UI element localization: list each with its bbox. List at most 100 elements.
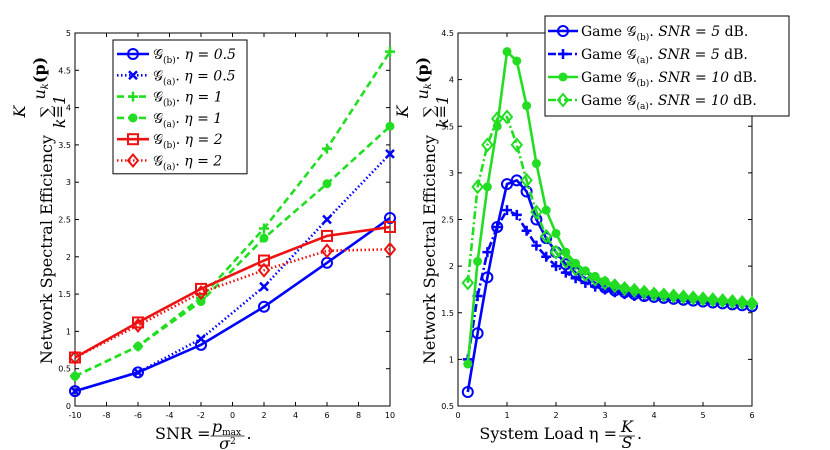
legend-item: Game 𝒢(a). SNR = 10 dB. [548, 92, 757, 112]
legend-marker [127, 48, 139, 60]
y-tick-label: 4 [449, 76, 454, 85]
data-point [259, 233, 269, 243]
data-point [541, 205, 551, 215]
data-point [598, 275, 612, 291]
data-point [512, 56, 522, 66]
legend-box [544, 15, 790, 117]
data-point [511, 209, 522, 220]
sum-symbol: ∑ [37, 105, 56, 117]
x-tick-label: 3 [602, 411, 607, 420]
data-point [560, 267, 571, 278]
y-tick-label: 1 [449, 355, 454, 364]
y-tick-label: 2 [449, 262, 454, 271]
data-point [608, 278, 622, 294]
data-point [384, 212, 396, 225]
data-point [667, 288, 680, 304]
data-point [196, 333, 206, 344]
legend-item: 𝒢(a). η = 1 [117, 111, 222, 130]
data-point [385, 148, 395, 159]
data-point [726, 293, 739, 310]
data-point [461, 386, 474, 399]
data-point [531, 159, 541, 169]
y-tick-label: 1.5 [58, 290, 71, 299]
y-tick-label: 2 [66, 253, 71, 262]
data-point [133, 341, 143, 351]
data-point [473, 256, 483, 266]
y-label-sum-body: uk(p) [30, 57, 51, 100]
data-point [383, 241, 397, 257]
data-point [522, 101, 532, 111]
data-point [481, 137, 494, 153]
x-tick-label: 2 [553, 411, 558, 420]
y-label-sum-top: K [393, 104, 412, 118]
legend-marker [127, 133, 139, 146]
x-label-prefix: SNR = [155, 424, 211, 443]
y-tick-label: 5 [66, 29, 71, 38]
y-label-sum-bottom: k=1 [433, 95, 452, 128]
left-chart: -10 -8 -6 -4 -2 0 2 4 6 8 10 0 0.5 1 1.5 2 2.5 3 3.5 4 4.5 5 S… [10, 29, 397, 450]
y-tick-label: 3.5 [58, 141, 71, 150]
data-point [549, 244, 563, 260]
right-chart: 0 1 2 3 4 5 6 0.5 1 1.5 2 2.5 3 3.5 4 4.5 System Load η … [393, 15, 790, 450]
data-point [510, 137, 524, 153]
y-tick-label: 3.5 [441, 122, 454, 131]
data-point [500, 109, 514, 125]
legend-item: Game 𝒢(b). SNR = 5 dB. [548, 24, 748, 43]
y-tick-label: 0.5 [58, 365, 71, 374]
sum-symbol: ∑ [420, 105, 439, 117]
x-tick-label: 4 [651, 411, 656, 420]
legend-marker [128, 70, 138, 81]
legend-item: 𝒢(a). η = 0.5 [117, 68, 236, 87]
data-point [385, 46, 395, 57]
series-line [74, 248, 391, 359]
data-point [490, 111, 504, 127]
legend-item: 𝒢(b). η = 2 [117, 132, 223, 151]
series-3 [461, 109, 759, 311]
series-1 [70, 148, 395, 396]
data-point [696, 291, 710, 307]
x-label-den: σ2 [219, 434, 236, 450]
series-line [74, 225, 391, 359]
legend-label: 𝒢(a). η = 1 [153, 111, 222, 130]
data-point [647, 286, 661, 302]
y-axis-label: Network Spectral Efficiency K ∑k=1uk(p) [393, 57, 452, 364]
y-label-sum-top: K [10, 104, 29, 118]
y-label-sum-body: uk(p) [413, 57, 434, 100]
legend-label: Game 𝒢(a). SNR = 10 dB. [581, 93, 757, 112]
legend-marker [126, 152, 140, 169]
data-point [258, 300, 270, 313]
x-label-suffix: . [247, 424, 252, 443]
x-tick-label: 2 [261, 411, 266, 420]
y-tick-label: 3 [449, 169, 454, 178]
x-tick-label: 0 [455, 411, 460, 420]
series-0 [69, 212, 396, 398]
data-point [530, 204, 543, 220]
series-5 [68, 241, 397, 366]
x-tick-label: -10 [68, 411, 81, 420]
legend-label: 𝒢(a). η = 0.5 [153, 68, 236, 87]
legend-box [112, 39, 248, 175]
data-point [628, 282, 641, 298]
y-tick-label: 3 [66, 178, 71, 187]
y-label-text: Network Spectral Efficiency [420, 135, 439, 364]
data-point [70, 386, 80, 396]
legend-label: 𝒢(b). η = 2 [153, 132, 223, 151]
legend-item: Game 𝒢(b). SNR = 10 dB. [548, 70, 757, 89]
x-tick-label: 5 [700, 411, 705, 420]
x-tick-label: 4 [293, 411, 298, 420]
data-point [322, 143, 332, 154]
data-point [70, 371, 80, 381]
data-point [588, 271, 602, 287]
data-point [461, 275, 475, 291]
legend-item: Game 𝒢(a). SNR = 5 dB. [548, 47, 748, 66]
data-point [618, 280, 631, 297]
data-point [539, 228, 553, 244]
data-point [686, 290, 700, 306]
data-point [320, 243, 334, 259]
legend-item: 𝒢(b). η = 1 [117, 90, 223, 109]
data-point [69, 385, 81, 398]
legend-label: Game 𝒢(b). SNR = 5 dB. [581, 24, 748, 43]
y-tick-label: 1 [66, 327, 71, 336]
legend-label: 𝒢(b). η = 1 [153, 90, 223, 109]
